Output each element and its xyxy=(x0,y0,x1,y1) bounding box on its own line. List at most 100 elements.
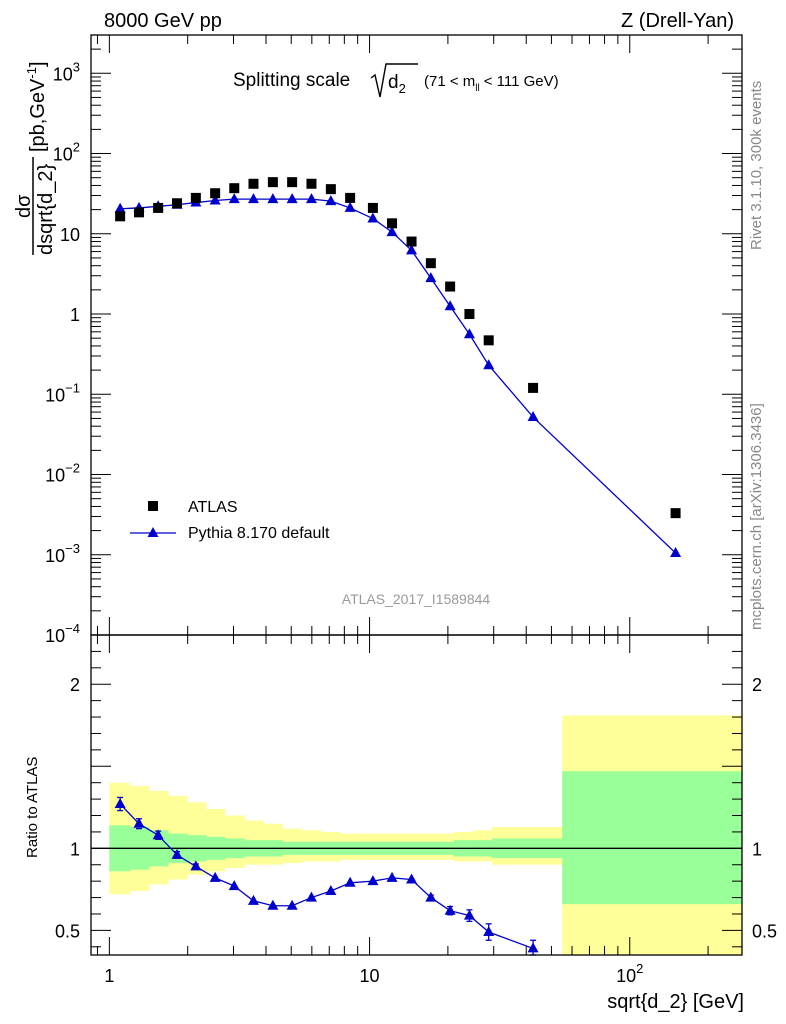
title-sqrt-sign xyxy=(370,63,418,98)
atlas-point xyxy=(345,192,356,203)
atlas-point xyxy=(406,236,417,247)
main-y-label: 10−3 xyxy=(45,541,80,566)
ratio-point xyxy=(286,899,298,910)
ratio-point xyxy=(114,798,126,809)
x-tick-label: 10 xyxy=(360,966,380,986)
tick-base: 10 xyxy=(53,64,73,84)
ratio-point xyxy=(325,885,337,895)
main-x-ticks xyxy=(96,35,709,635)
main-y-label: 10−4 xyxy=(45,621,80,646)
ratio-ylabel: Ratio to ATLAS xyxy=(24,757,41,858)
ylabel-units: [pb,GeV-1] xyxy=(24,61,49,152)
legend-atlas-marker xyxy=(148,501,158,511)
side-label-bottom: mcplots.cern.ch [arXiv:1306.3436] xyxy=(748,403,765,630)
pythia-point xyxy=(305,193,317,204)
tick-exponent: −3 xyxy=(65,541,80,556)
ratio-point xyxy=(228,880,240,891)
pythia-markers xyxy=(114,193,682,558)
header-right: Z (Drell-Yan) xyxy=(621,10,734,32)
atlas-markers xyxy=(115,177,681,519)
pythia-point xyxy=(267,193,279,204)
tick-base: 1 xyxy=(70,305,80,325)
atlas-point xyxy=(210,188,221,199)
ratio-point xyxy=(527,942,539,953)
tick-exponent: 2 xyxy=(73,140,80,155)
ratio-point xyxy=(483,926,495,937)
ratio-frame xyxy=(90,634,743,956)
main-y-label: 10 xyxy=(60,225,80,245)
ratio-point xyxy=(133,817,145,828)
tick-base: 10 xyxy=(60,225,80,245)
ratio-point xyxy=(209,871,221,882)
green-band-bin xyxy=(562,771,743,905)
title-symbol: d2 xyxy=(388,72,406,96)
atlas-point xyxy=(425,258,436,269)
tick-exponent: −2 xyxy=(65,461,80,476)
ratio-y-label-left: 1 xyxy=(70,839,80,859)
pythia-point xyxy=(114,202,126,213)
main-title: Splitting scale d2 (71 < mll < 111 GeV) xyxy=(233,63,559,98)
main-y-label: 10−2 xyxy=(45,461,80,486)
x-axis-label: sqrt{d_2} [GeV] xyxy=(607,991,744,1013)
pythia-point xyxy=(286,193,298,204)
ratio-point xyxy=(386,871,398,882)
ratio-y-label-left: 2 xyxy=(70,675,80,695)
pythia-point xyxy=(344,201,356,212)
pythia-line xyxy=(120,198,677,554)
x-tick-label: 102 xyxy=(616,961,643,986)
pythia-point xyxy=(406,244,418,255)
tick-base: 10 xyxy=(53,145,73,165)
legend-pythia-marker xyxy=(147,527,159,537)
watermark: ATLAS_2017_I1589844 xyxy=(342,591,491,607)
legend-pythia-label: Pythia 8.170 default xyxy=(188,525,330,542)
tick-base: 10 xyxy=(45,546,65,566)
tick-exponent: −1 xyxy=(65,380,80,395)
atlas-point xyxy=(387,218,398,229)
tick-base: 10 xyxy=(45,466,65,486)
pythia-point xyxy=(425,272,437,283)
atlas-point xyxy=(306,178,317,189)
atlas-point xyxy=(287,177,298,188)
x-tick-label: 1 xyxy=(104,966,114,986)
atlas-point xyxy=(325,184,336,195)
main-ylabel: dσ dsqrt{d_2} [pb,GeV-1] xyxy=(13,61,57,255)
tick-base: 10 xyxy=(360,966,380,986)
main-y-ticks xyxy=(91,34,742,636)
ratio-point xyxy=(190,860,202,871)
ratio-point xyxy=(247,894,259,905)
ratio-y-labels: 0.5 0.5 1 1 2 2 xyxy=(55,675,777,941)
ratio-point xyxy=(367,875,379,886)
pythia-point xyxy=(325,195,337,206)
main-frame xyxy=(90,34,743,636)
ratio-point xyxy=(344,876,356,887)
atlas-point xyxy=(367,202,378,213)
ylabel-numerator: dσ xyxy=(13,194,35,218)
pythia-point xyxy=(670,547,682,558)
pythia-point xyxy=(483,359,495,370)
atlas-point xyxy=(670,508,681,519)
pythia-point xyxy=(367,212,379,223)
ratio-y-label-right: 1 xyxy=(752,839,762,859)
ratio-y-label-right: 0.5 xyxy=(752,921,777,941)
ratio-point xyxy=(305,891,317,902)
tick-base: 10 xyxy=(45,626,65,646)
title-range: (71 < mll < 111 GeV) xyxy=(424,73,559,94)
title-prefix: Splitting scale xyxy=(233,70,350,91)
ratio-x-ticks xyxy=(96,635,709,955)
main-y-label: 10−1 xyxy=(45,380,80,405)
ratio-point xyxy=(425,891,437,902)
atlas-point xyxy=(267,177,278,188)
pythia-point xyxy=(386,226,398,237)
ratio-y-label-right: 2 xyxy=(752,675,762,695)
atlas-point xyxy=(248,178,259,189)
ratio-point xyxy=(267,899,279,910)
pythia-point xyxy=(444,300,456,311)
legend-atlas-label: ATLAS xyxy=(188,499,238,516)
ratio-point xyxy=(444,904,456,915)
tick-exponent: 3 xyxy=(73,59,80,74)
ratio-y-ticks xyxy=(91,650,742,948)
tick-base: 10 xyxy=(616,966,636,986)
side-label-top: Rivet 3.1.10, 300k events xyxy=(748,81,765,250)
atlas-point xyxy=(190,192,201,203)
